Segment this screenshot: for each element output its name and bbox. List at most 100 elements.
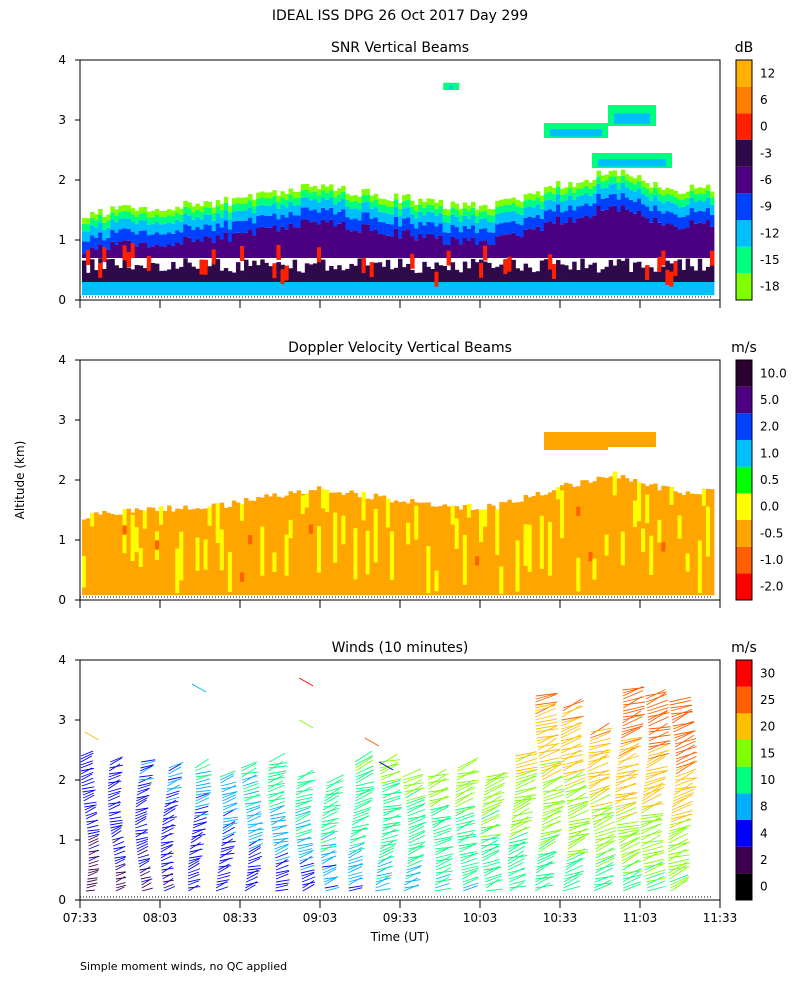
snr-cell xyxy=(576,282,581,296)
snr-cell xyxy=(154,244,160,258)
snr-cell xyxy=(365,265,371,282)
snr-cell xyxy=(142,282,148,296)
wind-barb xyxy=(509,826,528,838)
snr-cell xyxy=(94,237,99,250)
wind-barb xyxy=(135,799,147,808)
wind-barb xyxy=(135,823,148,829)
wind-barb xyxy=(455,787,476,796)
wind-barb xyxy=(140,876,151,880)
wind-barb xyxy=(507,858,525,868)
wind-barb xyxy=(87,879,98,883)
snr-cell xyxy=(329,197,334,208)
wind-barb xyxy=(670,879,688,892)
wind-barb xyxy=(163,883,174,889)
wind-barb xyxy=(268,760,284,772)
wind-barb xyxy=(644,776,666,784)
wind-barb xyxy=(191,833,206,838)
wind-barb xyxy=(514,797,536,802)
snr-cell xyxy=(616,182,622,190)
snr-cell xyxy=(142,220,148,231)
wind-barb xyxy=(347,865,363,874)
wind-barb xyxy=(348,874,363,880)
snr-cell xyxy=(592,193,597,204)
snr-cell xyxy=(430,199,435,206)
snr-cell xyxy=(377,221,383,234)
wind-barb xyxy=(485,878,500,889)
wind-barb xyxy=(645,872,665,880)
wind-barb xyxy=(220,847,234,853)
snr-cell xyxy=(491,232,496,245)
snr-cell xyxy=(260,204,265,215)
snr-cell xyxy=(345,193,350,200)
wind-barb xyxy=(455,806,473,817)
snr-cell xyxy=(393,206,399,217)
snr-cell xyxy=(175,206,180,213)
snr-cell xyxy=(187,215,192,226)
snr-cell xyxy=(321,190,326,198)
wind-barb xyxy=(324,788,340,799)
colorbar-swatch xyxy=(736,520,752,547)
wind-barb xyxy=(460,857,477,865)
velocity-cell xyxy=(450,505,456,596)
snr-cell xyxy=(681,228,687,258)
snr-cell xyxy=(187,282,192,296)
snr-cell xyxy=(620,169,626,176)
wind-barb xyxy=(383,807,403,811)
snr-cell xyxy=(381,234,387,258)
wind-barb xyxy=(167,778,183,784)
wind-barb xyxy=(622,687,645,691)
snr-cell xyxy=(531,200,537,208)
snr-cell xyxy=(288,211,294,224)
snr-cell xyxy=(426,282,431,296)
velocity-cell xyxy=(381,495,387,596)
snr-cell xyxy=(580,258,585,282)
colorbar-swatch xyxy=(736,493,752,520)
snr-cell xyxy=(272,225,277,258)
velocity-cell-neg xyxy=(588,552,593,562)
snr-cell xyxy=(211,213,217,221)
wind-barb xyxy=(114,856,126,859)
snr-cell xyxy=(203,282,208,296)
wind-barb xyxy=(565,786,588,793)
wind-barb xyxy=(192,828,206,832)
snr-cell xyxy=(333,214,338,227)
snr-cell xyxy=(487,214,492,223)
wind-barb xyxy=(222,803,238,811)
snr-cell xyxy=(106,282,111,296)
velocity-cell-zero xyxy=(325,490,330,513)
snr-cell xyxy=(689,190,695,198)
wind-barb xyxy=(507,861,525,871)
snr-cell xyxy=(102,222,107,230)
snr-cell xyxy=(527,206,533,217)
wind-barb xyxy=(509,881,525,892)
snr-cell xyxy=(256,282,261,296)
colorbar-label: 25 xyxy=(760,693,775,707)
wind-barb xyxy=(641,839,664,844)
wind-barb xyxy=(300,862,315,868)
wind-barb xyxy=(382,795,401,802)
snr-cell xyxy=(252,199,257,206)
snr-cell xyxy=(414,240,419,258)
snr-cell xyxy=(402,201,407,209)
wind-barb xyxy=(295,823,311,829)
wind-barb xyxy=(268,776,286,781)
snr-cell xyxy=(296,191,302,198)
snr-cell xyxy=(535,271,541,282)
wind-barb xyxy=(135,797,148,805)
wind-barb xyxy=(189,855,203,859)
snr-cell xyxy=(365,194,371,203)
snr-cell xyxy=(645,206,650,219)
colorbar-swatch xyxy=(736,360,752,387)
wind-barb xyxy=(617,827,640,832)
velocity-cell xyxy=(312,490,318,596)
snr-cell xyxy=(422,201,427,208)
colorbar-swatch xyxy=(736,713,752,740)
snr-cell xyxy=(171,245,176,258)
snr-cell xyxy=(82,260,87,282)
snr-cell xyxy=(531,217,537,230)
snr-cell xyxy=(693,188,699,195)
snr-cell xyxy=(592,215,597,258)
wind-barb xyxy=(321,851,337,856)
wind-barb xyxy=(568,820,590,826)
wind-barb xyxy=(539,757,562,763)
